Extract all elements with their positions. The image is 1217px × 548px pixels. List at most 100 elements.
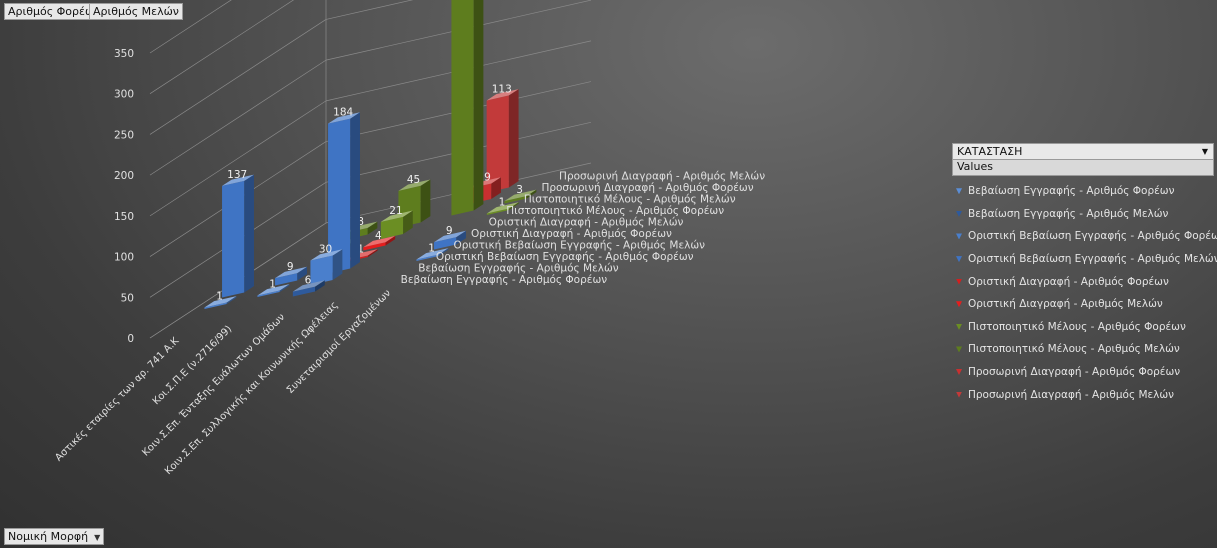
legend-item-label: Πιστοποιητικό Μέλους - Αριθμός Μελών bbox=[968, 343, 1180, 356]
legend-swatch-icon bbox=[956, 323, 962, 330]
legend-field-label: ΚΑΤΑΣΤΑΣΗ bbox=[957, 145, 1023, 158]
bar-value-label: 1 bbox=[357, 243, 364, 255]
legend-swatch-icon bbox=[956, 233, 962, 240]
series-axis-label: Οριστική Βεβαίωση Εγγραφής - Αριθμός Μελ… bbox=[453, 239, 705, 251]
filter-button-label: Αριθμός Μελών bbox=[93, 5, 179, 18]
bar: 4 bbox=[363, 230, 396, 251]
y-tick-label: 50 bbox=[121, 292, 134, 304]
category-axis-labels: Αστικές εταιρίες των αρ. 741 Α.ΚΚοι.Σ.Π.… bbox=[53, 287, 394, 477]
legend-item[interactable]: Βεβαίωση Εγγραφής - Αριθμός Μελών bbox=[952, 203, 1214, 226]
series-axis-label: Οριστική Διαγραφή - Αριθμός Μελών bbox=[489, 216, 684, 228]
axis-field-button[interactable]: Νομική Μορφή ▼ bbox=[4, 528, 105, 545]
bar: 9 bbox=[275, 261, 307, 286]
series-axis-label: Βεβαίωση Εγγραφής - Αριθμός Φορέων bbox=[401, 274, 608, 286]
legend-item-label: Πιστοποιητικό Μέλους - Αριθμός Φορέων bbox=[968, 320, 1186, 333]
bar-value-label: 8 bbox=[357, 216, 364, 228]
chevron-down-icon: ▼ bbox=[94, 533, 101, 542]
legend-item[interactable]: Προσωρινή Διαγραφή - Αριθμός Φορέων bbox=[952, 361, 1214, 384]
bar-value-label: 6 bbox=[305, 275, 312, 287]
legend: ΚΑΤΑΣΤΑΣΗ ▼ Values Βεβαίωση Εγγραφής - Αρ… bbox=[952, 143, 1217, 406]
filter-button-melon[interactable]: Αριθμός Μελών bbox=[89, 3, 183, 20]
y-axis: 0 50 100 150 200 250 300 350 bbox=[114, 48, 134, 345]
category-axis-label: Κοι.Σ.Π.Ε (ν.2716/99) bbox=[151, 324, 235, 408]
chart-bars: 11319331445812134191849137130116 bbox=[204, 0, 537, 309]
legend-swatch-icon bbox=[956, 346, 962, 353]
bar: 9 bbox=[434, 225, 466, 250]
filter-button-label: Αριθμός Φορέων bbox=[8, 5, 101, 18]
y-tick-label: 200 bbox=[114, 170, 134, 182]
legend-item-label: Βεβαίωση Εγγραφής - Αριθμός Μελών bbox=[968, 207, 1169, 220]
bar-value-label: 4 bbox=[375, 230, 382, 242]
chevron-down-icon: ▼ bbox=[1201, 147, 1208, 156]
legend-item[interactable]: Οριστική Διαγραφή - Αριθμός Φορέων bbox=[952, 270, 1214, 293]
filter-button-forea[interactable]: Αριθμός Φορέων bbox=[4, 3, 105, 20]
bar: 137 bbox=[222, 169, 254, 298]
legend-swatch-icon bbox=[956, 256, 962, 263]
legend-swatch-icon bbox=[956, 391, 962, 398]
y-tick-label: 250 bbox=[114, 129, 134, 141]
bar: 3 bbox=[504, 184, 537, 204]
chart-walls bbox=[149, 0, 592, 339]
series-axis-label: Πιστοποιητικό Μέλους - Αριθμός Φορέων bbox=[506, 205, 724, 217]
bar: 1 bbox=[416, 242, 449, 261]
series-axis-label: Προσωρινή Διαγραφή - Αριθμός Μελών bbox=[559, 170, 765, 182]
legend-item-label: Οριστική Βεβαίωση Εγγραφής - Αριθμός Μελ… bbox=[968, 253, 1217, 266]
bar-value-label: 9 bbox=[287, 261, 294, 273]
bar-value-label: 137 bbox=[227, 169, 247, 181]
bar-value-label: 1 bbox=[428, 242, 435, 254]
bar: 6 bbox=[292, 275, 325, 297]
y-tick-label: 100 bbox=[114, 252, 134, 264]
bar-value-label: 1 bbox=[499, 196, 506, 208]
bar-value-label: 3 bbox=[516, 184, 523, 196]
legend-item-label: Προσωρινή Διαγραφή - Αριθμός Μελών bbox=[968, 388, 1175, 401]
legend-swatch-icon bbox=[956, 278, 962, 285]
legend-item-label: Οριστική Διαγραφή - Αριθμός Φορέων bbox=[968, 275, 1169, 288]
series-axis-label: Πιστοποιητικό Μέλους - Αριθμός Μελών bbox=[524, 193, 736, 205]
legend-item-label: Προσωρινή Διαγραφή - Αριθμός Φορέων bbox=[968, 366, 1181, 379]
bar-value-label: 184 bbox=[333, 107, 353, 119]
legend-item[interactable]: Πιστοποιητικό Μέλους - Αριθμός Μελών bbox=[952, 338, 1214, 361]
bar: 113 bbox=[486, 83, 519, 193]
bar: 21 bbox=[380, 205, 413, 239]
legend-item-label: Οριστική Διαγραφή - Αριθμός Μελών bbox=[968, 298, 1163, 311]
y-tick-label: 350 bbox=[114, 48, 134, 60]
bar: 184 bbox=[328, 107, 360, 274]
legend-swatch-icon bbox=[956, 188, 962, 195]
series-axis-label: Προσωρινή Διαγραφή - Αριθμός Φορέων bbox=[541, 182, 753, 194]
axis-field-label: Νομική Μορφή bbox=[8, 530, 89, 543]
legend-item[interactable]: Προσωρινή Διαγραφή - Αριθμός Μελών bbox=[952, 383, 1214, 406]
series-axis-labels: Βεβαίωση Εγγραφής - Αριθμός ΦορέωνΒεβαίω… bbox=[401, 170, 766, 286]
bar: 1 bbox=[257, 278, 290, 297]
bar-value-label: 21 bbox=[389, 205, 402, 217]
bar-value-label: 1 bbox=[216, 290, 223, 302]
bar-value-label: 1 bbox=[269, 278, 276, 290]
series-axis-label: Βεβαίωση Εγγραφής - Αριθμός Μελών bbox=[418, 262, 619, 274]
legend-item[interactable]: Πιστοποιητικό Μέλους - Αριθμός Φορέων bbox=[952, 316, 1214, 339]
legend-item[interactable]: Βεβαίωση Εγγραφής - Αριθμός Φορέων bbox=[952, 180, 1214, 203]
series-axis-label: Οριστική Βεβαίωση Εγγραφής - Αριθμός Φορ… bbox=[436, 251, 694, 263]
y-tick-label: 0 bbox=[127, 333, 134, 345]
legend-item[interactable]: Οριστική Βεβαίωση Εγγραφής - Αριθμός Φορ… bbox=[952, 225, 1217, 248]
bar-value-label: 45 bbox=[407, 174, 420, 186]
legend-field-button[interactable]: ΚΑΤΑΣΤΑΣΗ ▼ bbox=[952, 143, 1214, 160]
category-axis-label: Κοιν.Σ.Επ. Ένταξης Ευάλωτων Ομάδων bbox=[140, 311, 288, 459]
legend-item[interactable]: Οριστική Βεβαίωση Εγγραφής - Αριθμός Μελ… bbox=[952, 248, 1217, 271]
legend-item[interactable]: Οριστική Διαγραφή - Αριθμός Μελών bbox=[952, 293, 1214, 316]
legend-swatch-icon bbox=[956, 210, 962, 217]
bar-value-label: 30 bbox=[319, 244, 332, 256]
legend-values-header: Values bbox=[952, 160, 1214, 176]
bar: 314 bbox=[451, 0, 484, 216]
bar: 30 bbox=[310, 244, 343, 285]
y-tick-label: 300 bbox=[114, 89, 134, 101]
legend-item-label: Οριστική Βεβαίωση Εγγραφής - Αριθμός Φορ… bbox=[968, 230, 1217, 243]
legend-swatch-icon bbox=[956, 301, 962, 308]
series-axis-label: Οριστική Διαγραφή - Αριθμός Φορέων bbox=[471, 228, 672, 240]
bar-value-label: 9 bbox=[446, 225, 453, 237]
bar: 1 bbox=[486, 196, 519, 215]
bar-value-label: 113 bbox=[492, 83, 512, 95]
legend-list: Βεβαίωση Εγγραφής - Αριθμός Φορέων Βεβαίω… bbox=[952, 180, 1217, 406]
legend-swatch-icon bbox=[956, 369, 962, 376]
legend-item-label: Βεβαίωση Εγγραφής - Αριθμός Φορέων bbox=[968, 185, 1175, 198]
category-axis-label: Κοιν.Σ.Επ. Συλλογικής και Κοινωνικής Ωφέ… bbox=[162, 299, 340, 477]
